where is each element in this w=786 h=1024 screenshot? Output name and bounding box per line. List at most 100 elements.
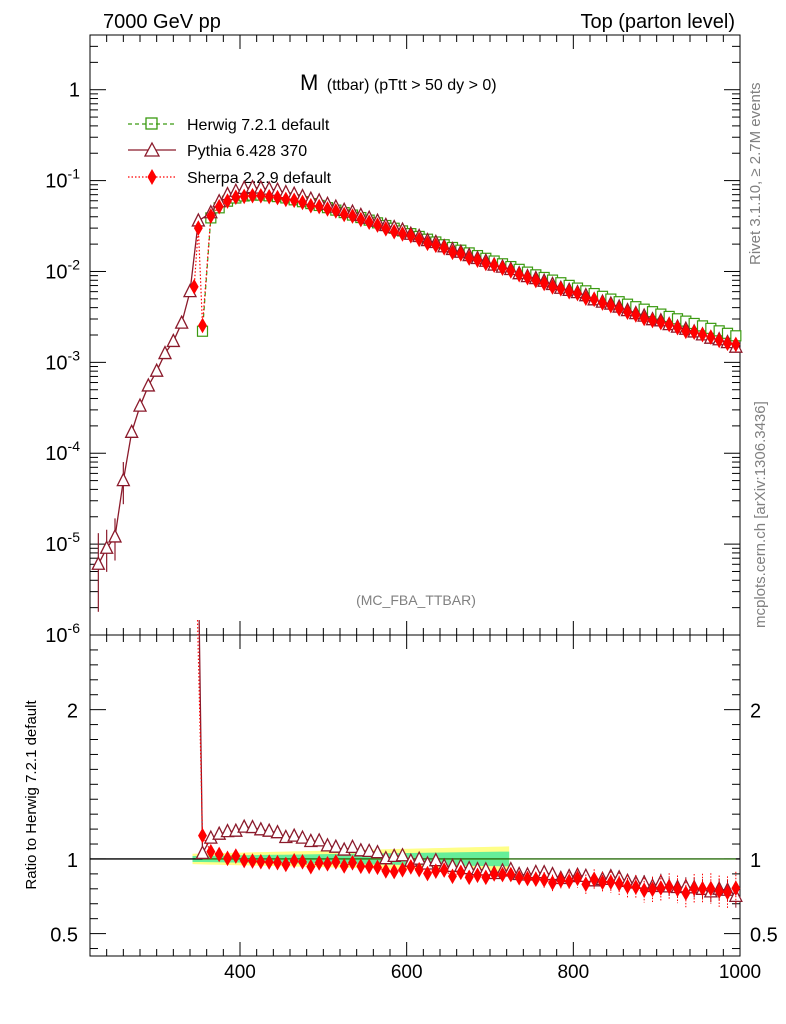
sherpa-point [314,198,324,215]
sherpa-point [448,244,457,261]
ratio-sherpa-point [514,869,524,886]
ratio-sherpa-point [506,866,516,883]
ratio-pythia-point [395,847,410,862]
sherpa-point [289,192,299,209]
sherpa-point [556,281,566,297]
ratio-frame [89,634,741,957]
pythia-point [99,539,114,554]
ratio-sherpa-point [564,873,574,889]
rivet-label: Rivet 3.1.10, ≥ 2.7M events [747,83,764,266]
pythia-point [141,377,156,392]
sherpa-point [223,193,232,209]
ratio-sherpa-point [298,854,307,870]
ratio-sherpa-point [656,880,666,896]
ratio-sherpa-point [214,846,224,863]
tick-labels: 400 600 800 1000 1 10-1 10-2 10-3 10-4 10-5 10-6 2 2… [45,80,778,983]
sherpa-point [481,255,491,272]
sherpa-point [489,257,499,274]
sherpa-point [373,217,382,233]
ratio-sherpa-point [331,854,341,870]
sherpa-point [731,336,741,353]
sherpa-point [706,329,716,345]
sherpa-point [348,208,357,224]
sherpa-point [689,324,699,340]
ratio-sherpa-point [673,881,682,898]
ratio-sherpa-point [231,848,241,864]
ratio-tick-label-right: 0.5 [750,925,778,947]
ratio-sherpa-point [548,875,557,891]
sherpa-point [581,290,591,306]
ratio-pythia-point [237,818,252,833]
ratio-tick-label-left: 0.5 [50,925,78,947]
ratio-tick-label-left: 1 [67,850,78,872]
ratio-sherpa-point [698,880,707,897]
legend-herwig-marker [145,117,158,130]
pythia-point [166,332,181,348]
pythia-point [91,555,106,570]
sherpa-point [273,189,282,206]
ratio-pythia-point [245,819,260,834]
ratio-sherpa-point [198,827,207,844]
sherpa-point [589,291,599,308]
series-sherpa [189,187,741,353]
sherpa-point [564,283,574,300]
pythia-point [116,472,131,487]
ratio-sherpa-point [389,863,399,880]
sherpa-point [531,272,541,289]
ratio-sherpa-point [706,880,716,897]
sherpa-point [398,226,407,242]
sherpa-point [456,246,466,262]
sherpa-point [523,269,532,286]
ratio-sherpa-point [523,870,532,887]
axis-ticks [90,34,741,956]
ratio-sherpa-point [373,859,382,876]
sherpa-point [664,316,674,333]
ratio-sherpa-point [639,882,649,899]
y-tick-label: 1 [69,80,80,102]
y-tick-label: 10-4 [45,438,80,465]
ratio-sherpa-point [223,850,232,867]
ratio-sherpa-point [456,864,466,881]
pythia-point [174,314,189,329]
sherpa-point [681,323,691,340]
sherpa-point [323,201,332,217]
pythia-point [132,397,148,412]
ratio-sherpa-point [239,852,249,869]
sherpa-point [339,206,349,223]
ratio-pythia-point [312,832,327,847]
ratio-sherpa-point [431,863,441,879]
sherpa-point [631,307,641,323]
ratio-pythia-point [270,824,285,839]
pythia-point [157,345,173,360]
ratio-sherpa-point [289,852,299,869]
ratio-sherpa-point [306,858,316,875]
pythia-point [124,423,139,438]
y-tick-label: 10-5 [45,529,80,556]
ratio-sherpa-point [264,854,274,870]
ratio-sherpa-point [631,879,641,895]
ratio-pythia-point [345,838,360,854]
ratio-sherpa-point [339,858,349,874]
ratio-sherpa-point [648,881,657,898]
sherpa-point [406,228,416,244]
sherpa-point [606,297,616,314]
sherpa-point [239,188,249,205]
sherpa-point [214,198,224,215]
sherpa-point [639,310,649,327]
title-main: M [300,70,318,95]
sherpa-point [264,188,274,205]
ratio-sherpa-point [356,858,366,875]
ratio-tick-label-right: 2 [750,701,761,723]
sherpa-point [714,332,724,349]
sherpa-point [598,295,607,311]
sherpa-point [623,304,632,321]
sherpa-point [364,214,374,230]
ratio-pythia-point [295,829,310,844]
sherpa-point [206,208,216,224]
watermark: (MC_FBA_TTBAR) [356,592,476,608]
legend-pythia: Pythia 6.428 370 [128,141,307,160]
ratio-sherpa-point [614,875,624,892]
ratio-sherpa-point [581,876,591,892]
sherpa-point [248,187,257,204]
